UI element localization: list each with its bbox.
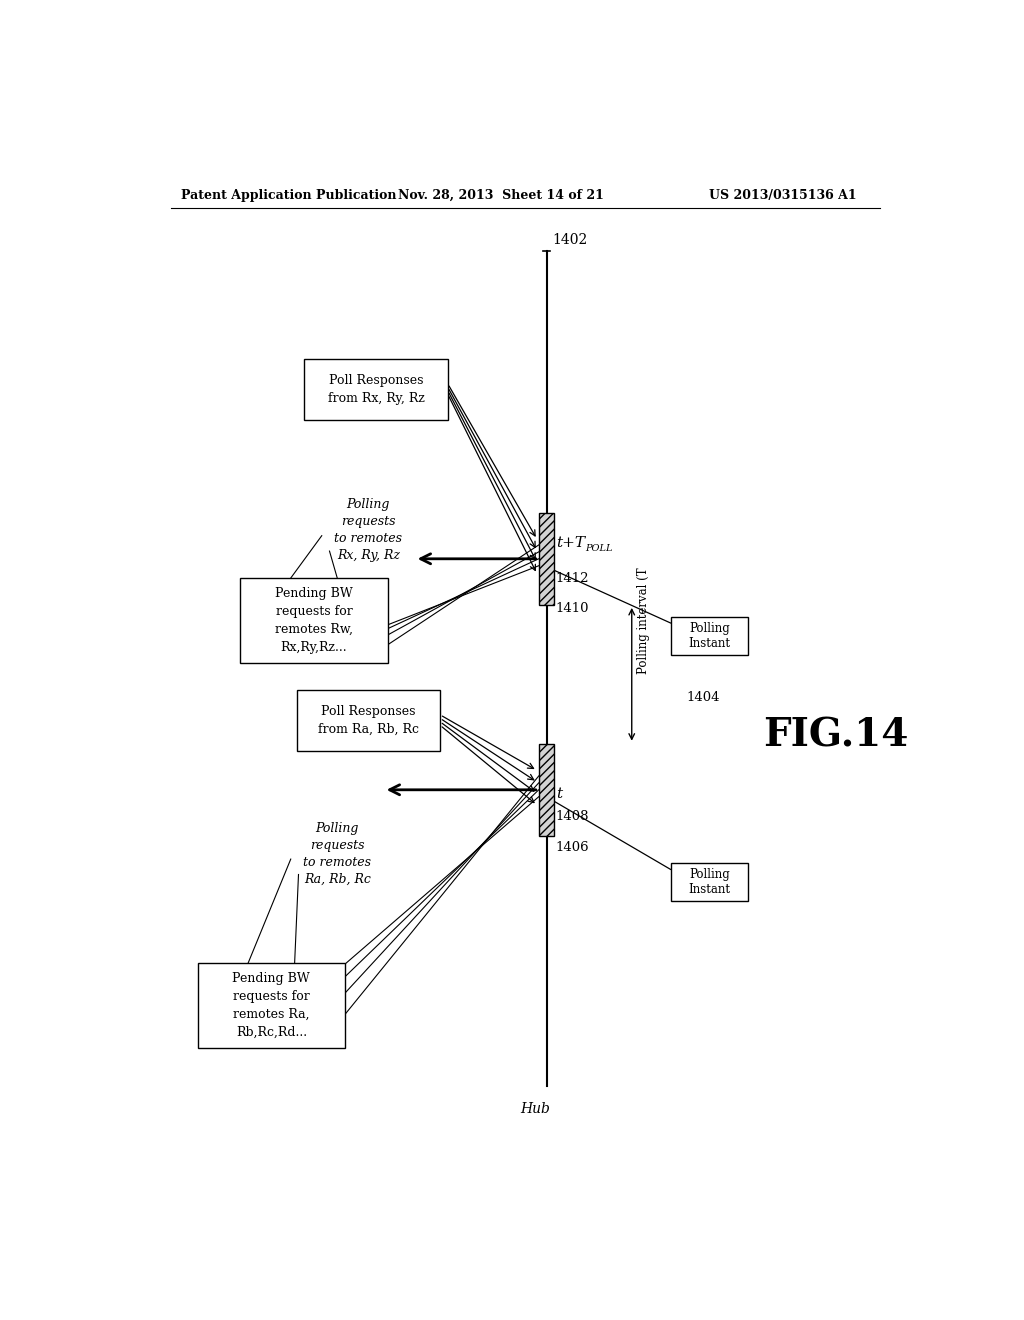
Bar	[539, 512, 554, 605]
Text: 1404: 1404	[686, 690, 720, 704]
Text: Polling
Instant: Polling Instant	[688, 622, 730, 649]
Text: Polling interval (T: Polling interval (T	[637, 568, 650, 675]
Text: 1408: 1408	[556, 810, 589, 824]
Text: requests: requests	[310, 838, 365, 851]
Text: FIG.14: FIG.14	[764, 717, 909, 755]
Bar	[304, 359, 447, 420]
Text: t: t	[556, 787, 562, 801]
Text: to remotes: to remotes	[334, 532, 402, 545]
Text: Hub: Hub	[520, 1102, 550, 1115]
Bar	[297, 689, 440, 751]
Text: Nov. 28, 2013  Sheet 14 of 21: Nov. 28, 2013 Sheet 14 of 21	[397, 189, 603, 202]
Text: Ra, Rb, Rc: Ra, Rb, Rc	[304, 873, 371, 886]
Text: t+T: t+T	[556, 536, 585, 550]
Text: Polling
Instant: Polling Instant	[688, 869, 730, 896]
Text: Poll Responses
from Rx, Ry, Rz: Poll Responses from Rx, Ry, Rz	[328, 374, 424, 405]
Text: 1406: 1406	[556, 841, 590, 854]
Text: 1412: 1412	[556, 572, 589, 585]
Text: Pending BW
requests for
remotes Rw,
Rx,Ry,Rz...: Pending BW requests for remotes Rw, Rx,R…	[275, 587, 353, 653]
Text: 1402: 1402	[553, 232, 588, 247]
Text: Polling: Polling	[315, 822, 359, 834]
Text: Patent Application Publication: Patent Application Publication	[180, 189, 396, 202]
Text: Pending BW
requests for
remotes Ra,
Rb,Rc,Rd...: Pending BW requests for remotes Ra, Rb,R…	[232, 972, 310, 1039]
Bar	[241, 578, 388, 663]
Text: Poll Responses
from Ra, Rb, Rc: Poll Responses from Ra, Rb, Rc	[317, 705, 419, 737]
Text: US 2013/0315136 A1: US 2013/0315136 A1	[710, 189, 857, 202]
Text: to remotes: to remotes	[303, 855, 372, 869]
Bar	[671, 616, 748, 655]
Text: 1410: 1410	[556, 602, 589, 615]
Bar	[671, 863, 748, 902]
Text: requests: requests	[341, 515, 395, 528]
Text: Polling: Polling	[346, 499, 390, 511]
Bar	[539, 743, 554, 836]
Text: POLL: POLL	[586, 544, 612, 553]
Bar	[198, 964, 345, 1048]
Text: Rx, Ry, Rz: Rx, Ry, Rz	[337, 549, 399, 562]
